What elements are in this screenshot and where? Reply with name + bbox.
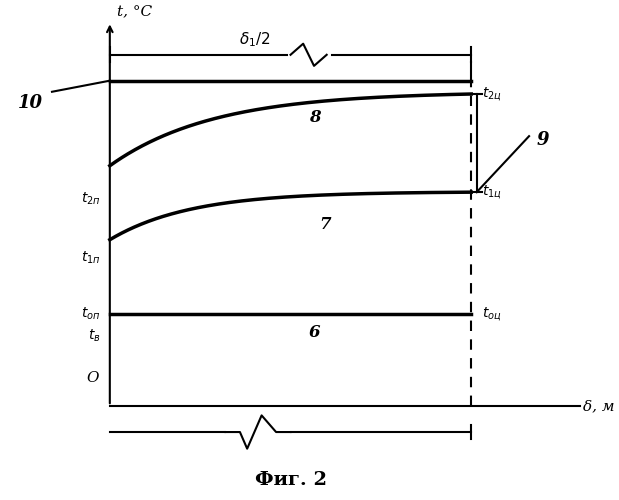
Text: 9: 9: [536, 131, 549, 149]
Text: $\delta_1/2$: $\delta_1/2$: [239, 30, 270, 49]
Text: $t_{1ц}$: $t_{1ц}$: [482, 183, 502, 201]
Text: $t_{1п}$: $t_{1п}$: [81, 250, 101, 266]
Text: $t_{2ц}$: $t_{2ц}$: [482, 85, 502, 103]
Text: O: O: [87, 372, 99, 386]
Text: $t_{2п}$: $t_{2п}$: [81, 191, 101, 207]
Text: t, °C: t, °C: [117, 4, 152, 18]
Text: 6: 6: [309, 324, 320, 340]
Text: $t_{oц}$: $t_{oц}$: [482, 304, 501, 322]
Text: 8: 8: [309, 109, 320, 126]
Text: 10: 10: [18, 94, 43, 112]
Text: 7: 7: [319, 216, 331, 234]
Text: $t_{oп}$: $t_{oп}$: [81, 306, 101, 322]
Text: Фиг. 2: Фиг. 2: [254, 471, 327, 489]
Text: $t_в$: $t_в$: [88, 328, 101, 344]
Text: δ, м: δ, м: [583, 399, 615, 413]
